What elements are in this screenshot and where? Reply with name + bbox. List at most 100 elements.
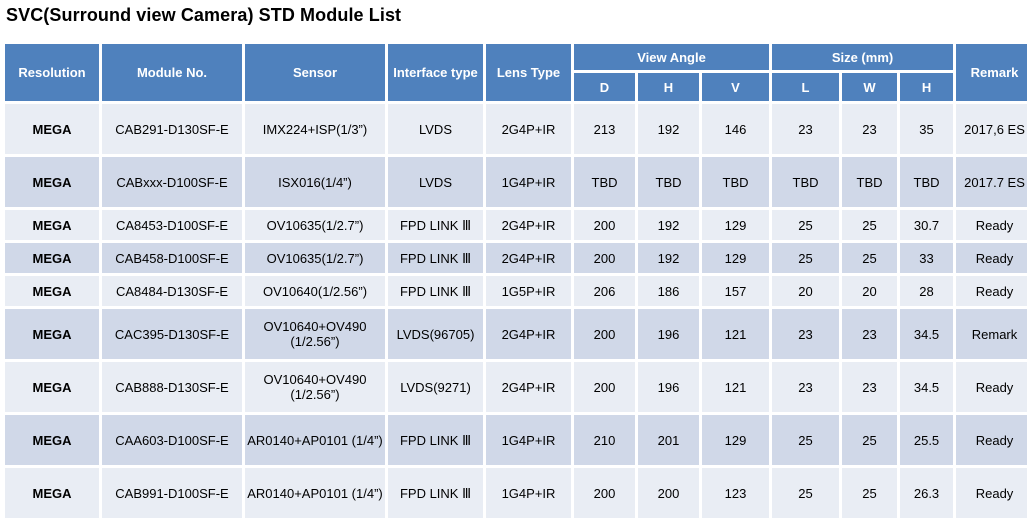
cell-sensor: IMX224+ISP(1/3”) <box>245 104 385 154</box>
cell-size-w: 23 <box>842 104 898 154</box>
cell-view-d: 200 <box>574 243 635 273</box>
cell-view-d: 206 <box>574 276 635 306</box>
cell-size-w: 25 <box>842 243 898 273</box>
cell-module-no: CAC395-D130SF-E <box>102 309 242 359</box>
cell-lens: 2G4P+IR <box>486 104 571 154</box>
cell-size-l: 23 <box>772 104 840 154</box>
cell-size-w: 23 <box>842 309 898 359</box>
cell-size-h: 28 <box>900 276 954 306</box>
cell-view-h: 186 <box>638 276 699 306</box>
cell-remark: Ready <box>956 210 1027 240</box>
cell-lens: 2G4P+IR <box>486 210 571 240</box>
cell-lens: 1G4P+IR <box>486 415 571 465</box>
cell-view-d: TBD <box>574 157 635 207</box>
cell-size-l: 25 <box>772 468 840 518</box>
cell-remark: Ready <box>956 415 1027 465</box>
header-module-no: Module No. <box>102 44 242 101</box>
cell-interface: FPD LINK Ⅲ <box>388 276 483 306</box>
cell-size-h: 34.5 <box>900 362 954 412</box>
cell-size-l: 23 <box>772 362 840 412</box>
cell-remark: 2017,6 ES <box>956 104 1027 154</box>
cell-module-no: CABxxx-D100SF-E <box>102 157 242 207</box>
cell-view-v: 129 <box>702 415 770 465</box>
cell-module-no: CAB291-D130SF-E <box>102 104 242 154</box>
header-resolution: Resolution <box>5 44 99 101</box>
table-row: MEGA CAB291-D130SF-E IMX224+ISP(1/3”) LV… <box>5 104 1027 154</box>
header-view-angle-d: D <box>574 73 635 101</box>
cell-size-w: TBD <box>842 157 898 207</box>
cell-remark: Ready <box>956 276 1027 306</box>
cell-lens: 1G4P+IR <box>486 468 571 518</box>
cell-module-no: CAB888-D130SF-E <box>102 362 242 412</box>
cell-remark: Ready <box>956 468 1027 518</box>
header-view-angle-v: V <box>702 73 770 101</box>
cell-interface: LVDS(9271) <box>388 362 483 412</box>
cell-view-v: TBD <box>702 157 770 207</box>
cell-module-no: CA8484-D130SF-E <box>102 276 242 306</box>
cell-view-v: 129 <box>702 210 770 240</box>
cell-size-h: 35 <box>900 104 954 154</box>
header-view-angle-h: H <box>638 73 699 101</box>
cell-view-h: 196 <box>638 309 699 359</box>
cell-module-no: CAA603-D100SF-E <box>102 415 242 465</box>
cell-remark: Remark <box>956 309 1027 359</box>
cell-view-h: 201 <box>638 415 699 465</box>
table-body: MEGA CAB291-D130SF-E IMX224+ISP(1/3”) LV… <box>5 104 1027 518</box>
cell-size-h: 34.5 <box>900 309 954 359</box>
cell-lens: 1G5P+IR <box>486 276 571 306</box>
cell-resolution: MEGA <box>5 104 99 154</box>
header-interface-type: Interface type <box>388 44 483 101</box>
header-remark: Remark <box>956 44 1027 101</box>
cell-lens: 2G4P+IR <box>486 309 571 359</box>
page-title: SVC(Surround view Camera) STD Module Lis… <box>6 5 402 25</box>
cell-size-h: 25.5 <box>900 415 954 465</box>
header-sensor: Sensor <box>245 44 385 101</box>
header-size-w: W <box>842 73 898 101</box>
cell-resolution: MEGA <box>5 276 99 306</box>
table-header: Resolution Module No. Sensor Interface t… <box>5 44 1027 101</box>
cell-view-h: 192 <box>638 104 699 154</box>
cell-view-d: 200 <box>574 210 635 240</box>
cell-interface: FPD LINK Ⅲ <box>388 415 483 465</box>
cell-interface: LVDS <box>388 104 483 154</box>
cell-view-v: 123 <box>702 468 770 518</box>
cell-view-d: 213 <box>574 104 635 154</box>
cell-interface: FPD LINK Ⅲ <box>388 468 483 518</box>
cell-size-w: 23 <box>842 362 898 412</box>
cell-view-v: 121 <box>702 362 770 412</box>
cell-resolution: MEGA <box>5 210 99 240</box>
cell-view-h: 200 <box>638 468 699 518</box>
table-row: MEGA CA8453-D100SF-E OV10635(1/2.7”) FPD… <box>5 210 1027 240</box>
cell-remark: Ready <box>956 362 1027 412</box>
cell-view-h: 196 <box>638 362 699 412</box>
cell-view-v: 129 <box>702 243 770 273</box>
cell-view-h: 192 <box>638 210 699 240</box>
cell-sensor: AR0140+AP0101 (1/4”) <box>245 468 385 518</box>
cell-size-h: TBD <box>900 157 954 207</box>
table-row: MEGA CAB888-D130SF-E OV10640+OV490 (1/2.… <box>5 362 1027 412</box>
cell-sensor: ISX016(1/4”) <box>245 157 385 207</box>
module-table: Resolution Module No. Sensor Interface t… <box>2 41 1027 521</box>
cell-resolution: MEGA <box>5 309 99 359</box>
cell-sensor: AR0140+AP0101 (1/4”) <box>245 415 385 465</box>
header-view-angle: View Angle <box>574 44 770 70</box>
header-lens-type: Lens Type <box>486 44 571 101</box>
cell-size-w: 20 <box>842 276 898 306</box>
table-row: MEGA CA8484-D130SF-E OV10640(1/2.56”) FP… <box>5 276 1027 306</box>
cell-interface: LVDS <box>388 157 483 207</box>
cell-sensor: OV10635(1/2.7”) <box>245 210 385 240</box>
cell-view-d: 200 <box>574 362 635 412</box>
cell-size-h: 33 <box>900 243 954 273</box>
cell-size-h: 26.3 <box>900 468 954 518</box>
cell-size-l: 20 <box>772 276 840 306</box>
cell-sensor: OV10640+OV490 (1/2.56”) <box>245 362 385 412</box>
cell-size-l: 25 <box>772 210 840 240</box>
table-row: MEGA CAC395-D130SF-E OV10640+OV490 (1/2.… <box>5 309 1027 359</box>
cell-size-h: 30.7 <box>900 210 954 240</box>
table-row: MEGA CAB991-D100SF-E AR0140+AP0101 (1/4”… <box>5 468 1027 518</box>
cell-resolution: MEGA <box>5 362 99 412</box>
cell-sensor: OV10640(1/2.56”) <box>245 276 385 306</box>
cell-view-v: 146 <box>702 104 770 154</box>
header-size-h: H <box>900 73 954 101</box>
cell-sensor: OV10640+OV490 (1/2.56”) <box>245 309 385 359</box>
